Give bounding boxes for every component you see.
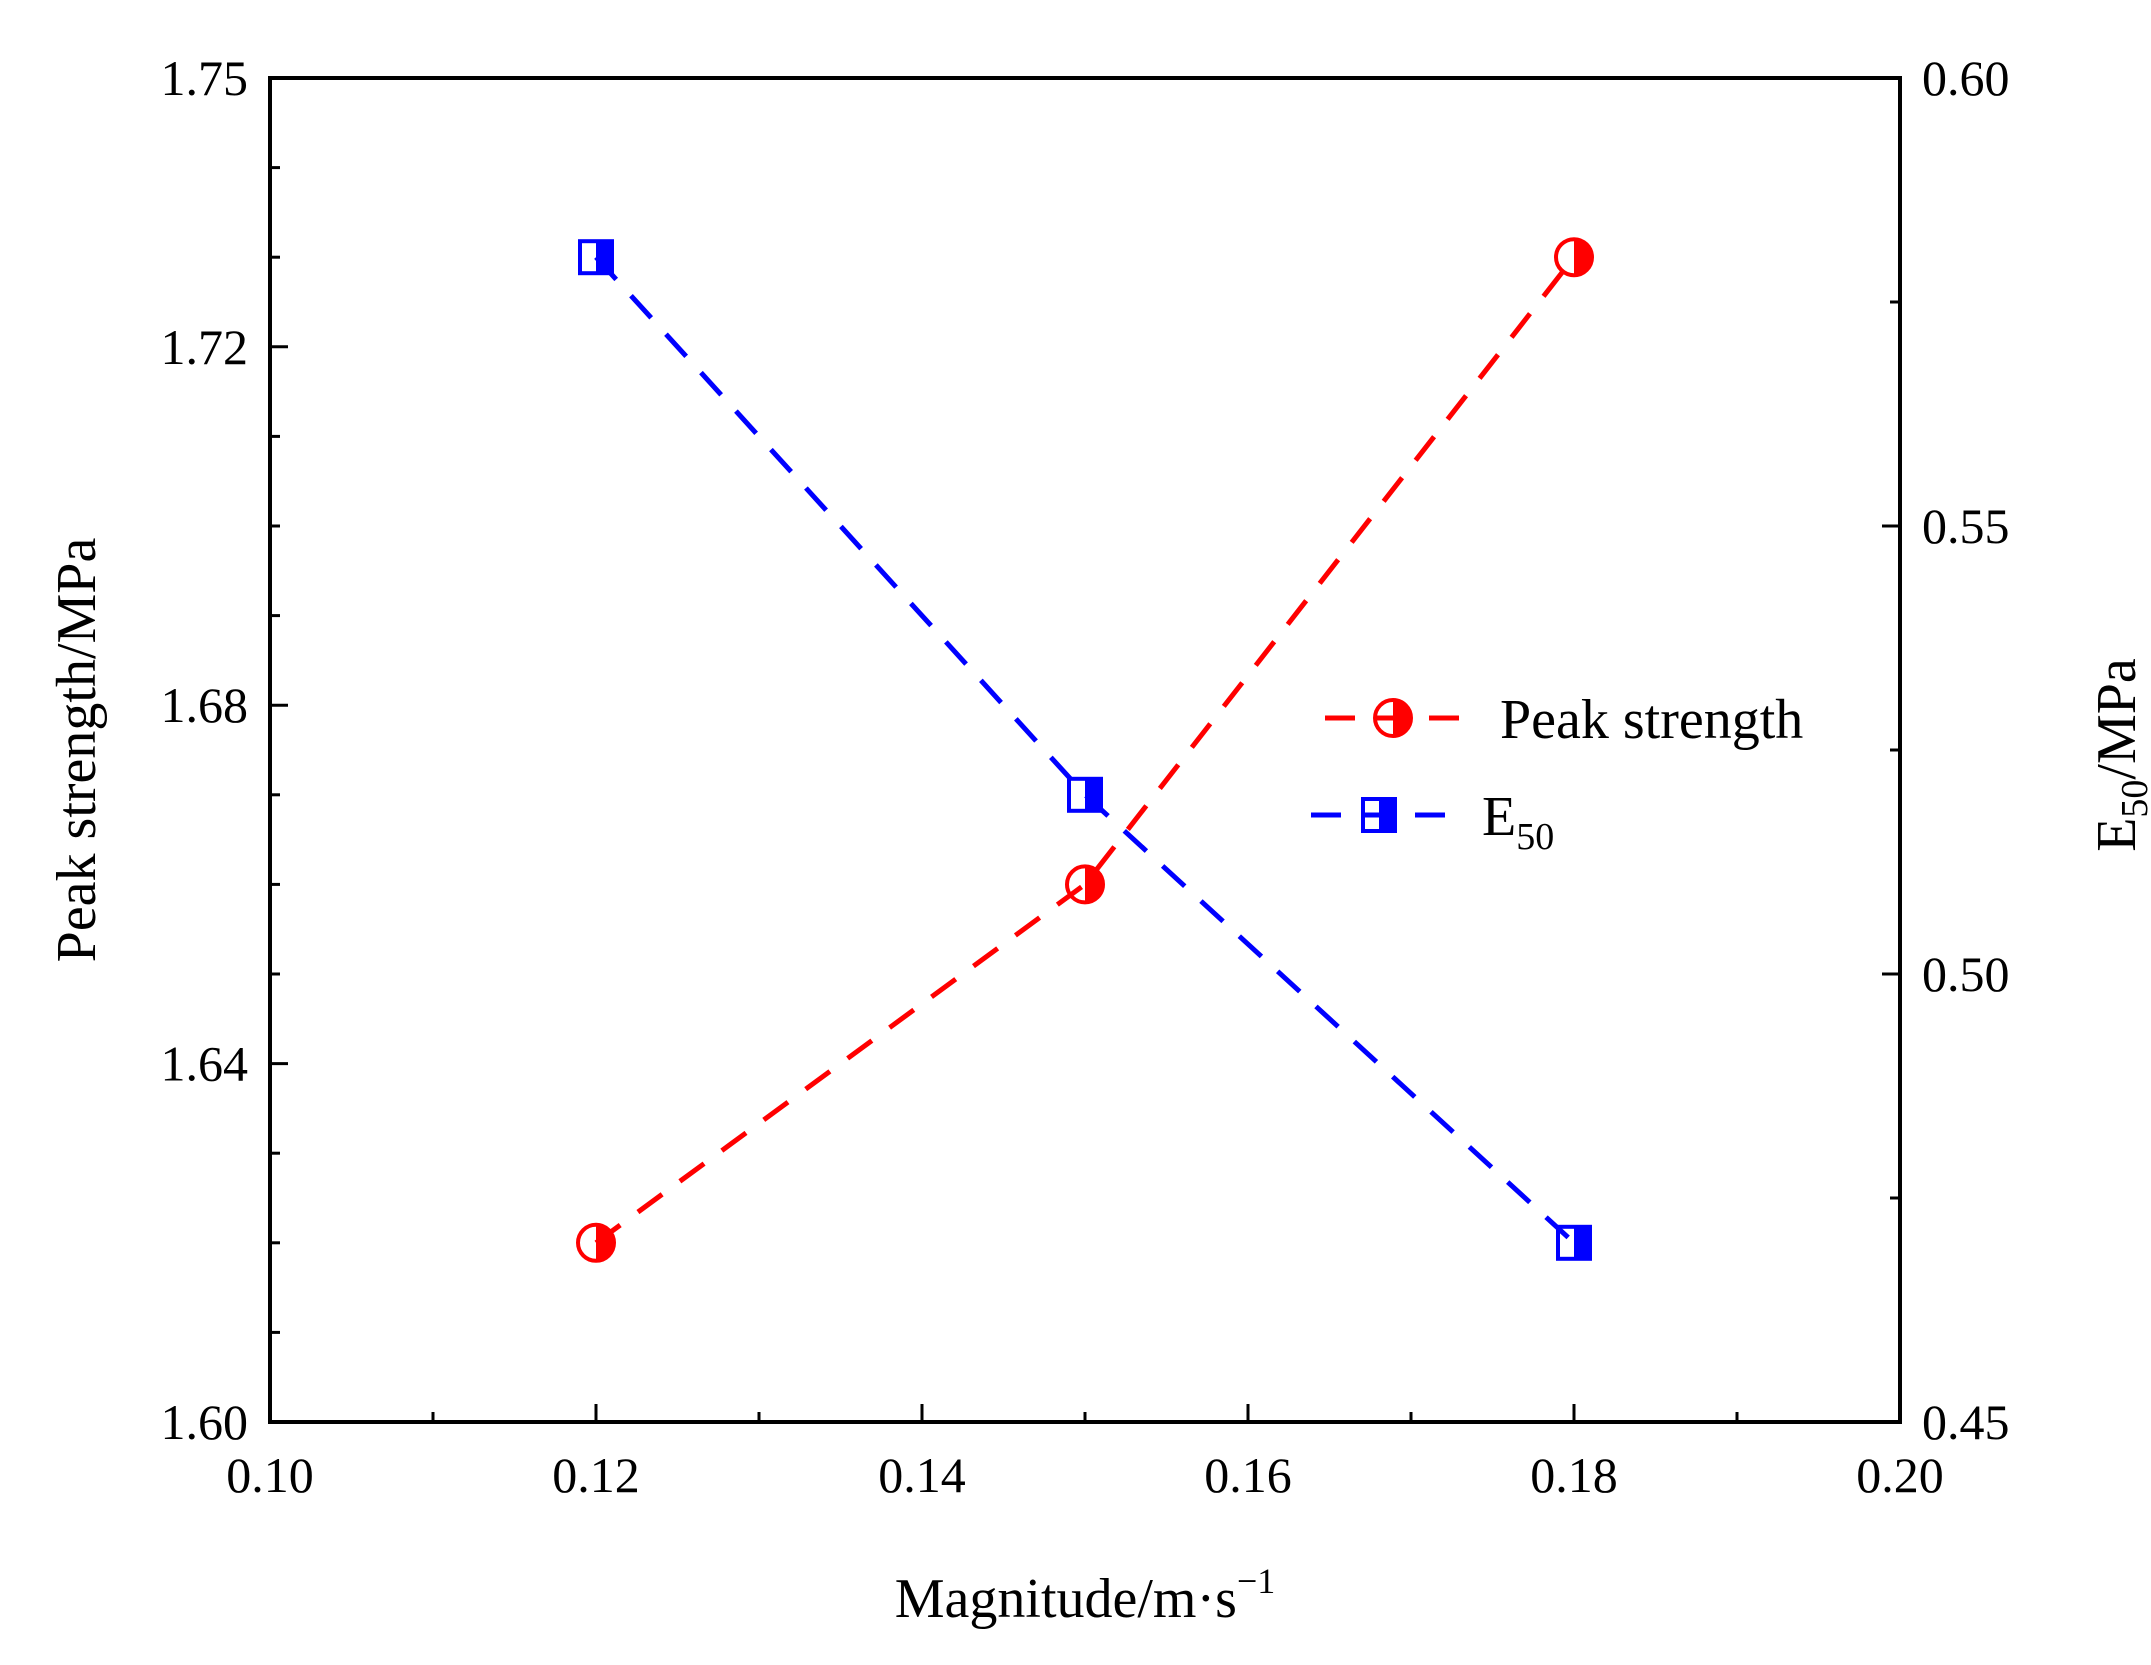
y-left-tick-label: 1.75 [161, 50, 249, 106]
legend-label: E50 [1482, 786, 1554, 858]
marker-fill [1085, 778, 1101, 811]
marker-fill [1574, 1226, 1590, 1259]
x-tick-label: 0.16 [1204, 1447, 1292, 1503]
marker-outline [1361, 797, 1397, 833]
y-left-tick-label: 1.72 [161, 319, 249, 375]
x-axis-title: Magnitude/m·s−1 [895, 1561, 1276, 1630]
y-right-title-suffix: /MPa [2086, 658, 2148, 779]
data-point [1065, 864, 1105, 905]
x-axis-title-main: Magnitude/m·s [895, 1568, 1237, 1630]
marker-outline [1067, 776, 1103, 813]
legend: Peak strength E50 [1311, 689, 1803, 858]
legend-item-peak-strength: Peak strength [1325, 689, 1803, 751]
data-point [576, 1222, 616, 1263]
x-tick-label: 0.14 [878, 1447, 966, 1503]
legend-marker [1361, 797, 1397, 833]
legend-label-sub: 50 [1516, 816, 1554, 858]
data-point [1067, 776, 1103, 813]
y-right-axis-title: E50/MPa [2086, 658, 2151, 852]
marker-outline [1065, 864, 1105, 905]
axes: 0.10 0.12 0.14 0.16 0.18 0.20 1.60 1.64 1.68 1.72… [46, 50, 2151, 1630]
data-point [578, 239, 614, 276]
data-point [1556, 1224, 1592, 1261]
series-layer [576, 237, 1594, 1263]
series-line [594, 255, 1576, 1245]
x-tick-label: 0.10 [226, 1447, 314, 1503]
y-right-tick-label: 0.60 [1922, 50, 2010, 106]
legend-item-e50: E50 [1311, 786, 1554, 858]
y-right-tick-label: 0.50 [1922, 946, 2010, 1002]
x-axis-title-sup: −1 [1237, 1561, 1275, 1601]
legend-marker [1373, 698, 1413, 738]
marker-outline [1556, 1224, 1592, 1261]
y-right-title-prefix: E [2086, 818, 2148, 852]
y-left-tick-label: 1.60 [161, 1394, 249, 1450]
marker-outline [576, 1222, 616, 1263]
series-line [594, 255, 1576, 1245]
legend-label-prefix: E [1482, 786, 1516, 848]
y-right-tick-label: 0.55 [1922, 498, 2010, 554]
y-right-title-sub: 50 [2114, 780, 2151, 818]
series-e50 [578, 239, 1592, 1261]
y-left-axis-title: Peak strength/MPa [46, 538, 108, 963]
y-left-tick-label: 1.68 [161, 677, 249, 733]
data-point [1554, 237, 1594, 278]
marker-outline [578, 239, 614, 276]
y-left-tick-label: 1.64 [161, 1036, 249, 1092]
y-right-tick-label: 0.45 [1922, 1394, 2010, 1450]
legend-label: Peak strength [1500, 689, 1803, 751]
x-tick-label: 0.20 [1856, 1447, 1944, 1503]
marker-outline [1373, 698, 1413, 738]
x-tick-label: 0.12 [552, 1447, 640, 1503]
marker-fill [1379, 799, 1395, 831]
marker-fill [596, 241, 612, 274]
x-tick-label: 0.18 [1530, 1447, 1618, 1503]
series-peak-strength [576, 237, 1594, 1263]
marker-outline [1554, 237, 1594, 278]
